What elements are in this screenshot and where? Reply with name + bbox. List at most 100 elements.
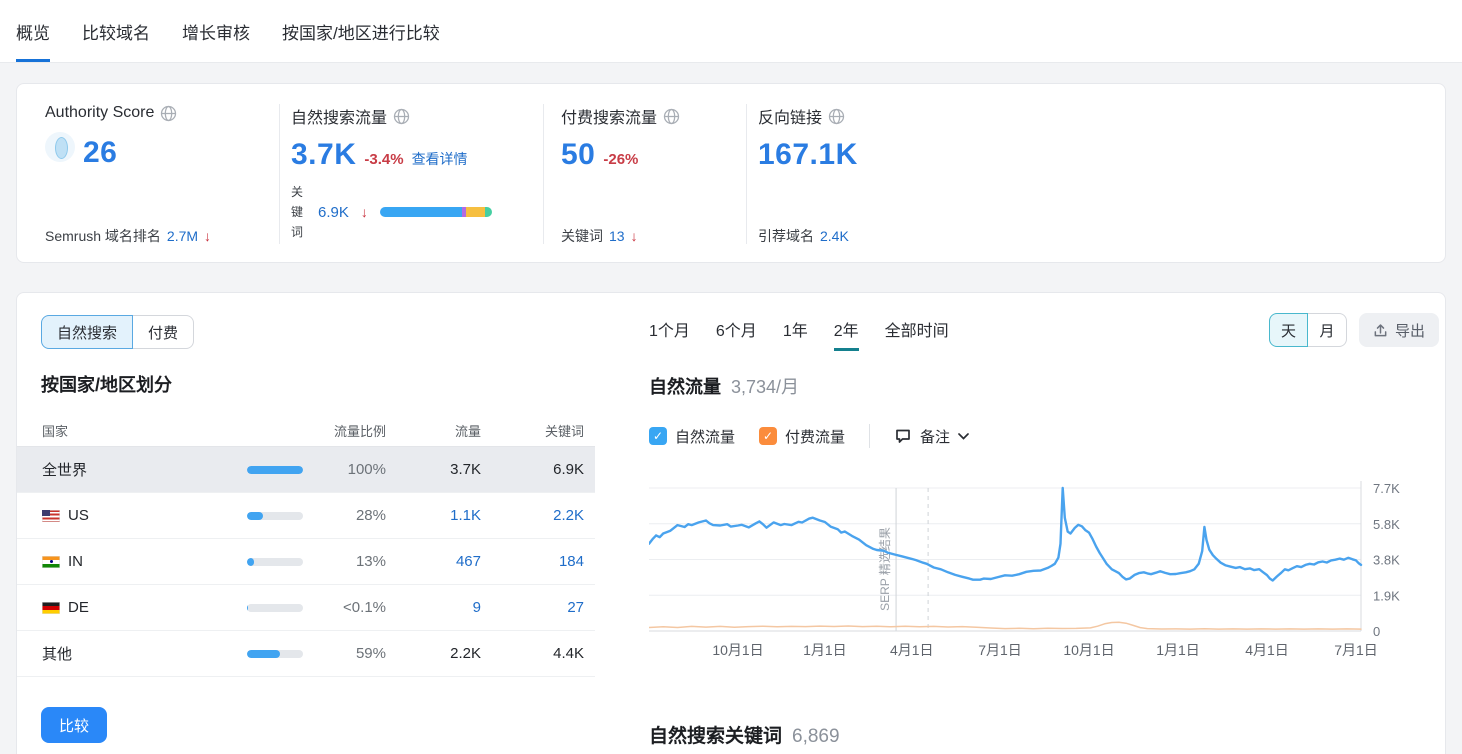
paid-keywords-footer: 关键词 13 ↓ — [561, 226, 638, 246]
x-tick-label: 1月1日 — [1156, 642, 1200, 658]
compare-button[interactable]: 比较 — [41, 707, 108, 743]
notes-dropdown[interactable]: 备注 — [894, 426, 969, 447]
traffic-value[interactable]: 1.1K — [450, 507, 481, 524]
share-value: 59% — [355, 645, 386, 662]
toggle-organic[interactable]: 自然搜索 — [41, 315, 134, 349]
x-tick-label: 10月1日 — [712, 642, 763, 658]
col-header-traffic: 流量 — [454, 424, 481, 439]
info-globe-icon[interactable] — [663, 108, 680, 125]
share-bar-fill — [247, 511, 263, 520]
info-globe-icon[interactable] — [393, 108, 410, 125]
footer-label: 关键词 — [561, 228, 603, 244]
tab-overview[interactable]: 概览 — [16, 0, 50, 62]
share-bar-fill — [247, 603, 249, 612]
domain-rank-footer: Semrush 域名排名 2.7M ↓ — [45, 226, 211, 246]
metric-title: 自然搜索流量 — [291, 110, 388, 127]
x-tick-label: 1月1日 — [803, 642, 847, 658]
toggle-day[interactable]: 天 — [1269, 313, 1308, 347]
keywords-vertical-label: 关键词 — [291, 185, 304, 239]
bar-segment — [461, 207, 467, 217]
bar-segment — [379, 207, 462, 217]
range-2y[interactable]: 2年 — [833, 317, 859, 351]
toggle-month[interactable]: 月 — [1308, 313, 1347, 347]
footer-label: 引荐域名 — [758, 228, 814, 244]
keywords-value[interactable]: 184 — [558, 553, 584, 570]
col-header-keywords: 关键词 — [544, 424, 584, 439]
share-bar-track — [247, 511, 303, 520]
organic-keywords-value[interactable]: 6.9K — [318, 203, 349, 221]
country-table: 国家 流量比例 流量 关键词 全世界 100% 3.7K 6.9K US 28% 1.1K 2… — [17, 415, 595, 677]
x-tick-label: 7月1日 — [1334, 642, 1378, 658]
keywords-value[interactable]: 2.2K — [553, 507, 584, 524]
date-range-tabs: 1个月 6个月 1年 2年 全部时间 — [649, 317, 949, 351]
traffic-value[interactable]: 9 — [472, 599, 481, 616]
x-tick-label: 4月1日 — [1245, 642, 1289, 658]
keywords-count: 6,869 — [792, 726, 840, 747]
bar-segment — [466, 207, 486, 217]
notes-label: 备注 — [920, 428, 951, 446]
table-row[interactable]: DE <0.1% 9 27 — [17, 585, 595, 631]
table-row[interactable]: IN 13% 467 184 — [17, 539, 595, 585]
tab-compare-by-country[interactable]: 按国家/地区进行比较 — [282, 23, 440, 43]
divider — [543, 104, 544, 244]
table-row[interactable]: US 28% 1.1K 2.2K — [17, 493, 595, 539]
keywords-distribution-bar — [379, 207, 492, 217]
y-tick-label: 5.8K — [1373, 517, 1400, 532]
share-bar-track — [247, 465, 303, 474]
traffic-value: 2.2K — [450, 645, 481, 662]
paid-keywords-link[interactable]: 13 — [609, 228, 625, 244]
paid-checkbox[interactable]: ✓ — [759, 427, 778, 445]
traffic-value: 3.7K — [450, 461, 481, 478]
info-globe-icon[interactable] — [160, 105, 177, 122]
in-flag-icon — [42, 555, 60, 568]
metric-title: 付费搜索流量 — [561, 110, 658, 127]
organic-traffic-delta: -3.4% — [364, 151, 404, 168]
chevron-down-icon — [958, 432, 969, 440]
chart-heading: 自然流量 3,734/月 — [649, 373, 799, 399]
legend-label: 自然流量 — [675, 428, 736, 446]
table-row[interactable]: 其他 59% 2.2K 4.4K — [17, 631, 595, 677]
organic-traffic-column: 自然搜索流量 3.7K -3.4% 查看详情 关键词 6.9K ↓ — [291, 84, 541, 262]
x-tick-label: 4月1日 — [890, 642, 934, 658]
info-globe-icon[interactable] — [828, 108, 845, 125]
traffic-trend-chart[interactable]: 7.7K 5.8K 3.8K 1.9K 0 SERP 精选结果 10月1日 1月1日 4月1日 7… — [649, 469, 1447, 677]
footer-label: Semrush 域名排名 — [45, 228, 161, 244]
export-button[interactable]: 导出 — [1359, 313, 1439, 347]
traffic-value[interactable]: 467 — [455, 553, 481, 570]
traffic-section-card: 自然搜索 付费 按国家/地区划分 国家 流量比例 流量 关键词 全世界 100% 3… — [16, 292, 1446, 754]
upload-icon — [1374, 323, 1387, 336]
view-details-link[interactable]: 查看详情 — [411, 151, 468, 167]
range-1y[interactable]: 1年 — [782, 323, 808, 340]
note-bubble-icon — [896, 429, 910, 443]
ref-domains-link[interactable]: 2.4K — [820, 228, 849, 244]
ref-domains-footer: 引荐域名 2.4K — [758, 226, 849, 246]
legend-paid[interactable]: ✓ 付费流量 — [759, 426, 845, 447]
organic-traffic-title: 自然搜索流量 — [291, 104, 541, 128]
organic-paid-toggle: 自然搜索 付费 — [41, 315, 195, 349]
col-header-share: 流量比例 — [333, 424, 386, 439]
tab-growth-audit[interactable]: 增长审核 — [182, 23, 250, 43]
keywords-heading-label: 自然搜索关键词 — [649, 726, 783, 747]
legend-organic[interactable]: ✓ 自然流量 — [649, 426, 735, 447]
y-tick-label: 7.7K — [1373, 481, 1400, 496]
domain-rank-link[interactable]: 2.7M — [166, 228, 199, 244]
toggle-paid[interactable]: 付费 — [133, 315, 195, 349]
country-name: 其他 — [42, 646, 73, 663]
annotation-label: SERP 精选结果 — [878, 527, 892, 611]
divider — [869, 424, 871, 448]
organic-checkbox[interactable]: ✓ — [649, 427, 667, 445]
range-all[interactable]: 全部时间 — [884, 323, 949, 340]
range-6m[interactable]: 6个月 — [715, 323, 757, 340]
table-row[interactable]: 全世界 100% 3.7K 6.9K — [17, 447, 595, 493]
chart-subtitle: 3,734/月 — [731, 377, 800, 397]
paid-traffic-delta: -26% — [603, 151, 639, 168]
keywords-value[interactable]: 27 — [567, 599, 584, 616]
series-付费流量 — [649, 621, 1362, 630]
authority-score-value: 26 — [83, 136, 118, 169]
tab-compare-domains[interactable]: 比较域名 — [82, 23, 150, 43]
y-tick-label: 3.8K — [1373, 553, 1400, 568]
range-1m[interactable]: 1个月 — [649, 323, 690, 340]
organic-keywords-block: 关键词 6.9K ↓ — [291, 182, 492, 242]
legend-label: 付费流量 — [785, 428, 846, 446]
y-tick-label: 0 — [1373, 624, 1380, 639]
